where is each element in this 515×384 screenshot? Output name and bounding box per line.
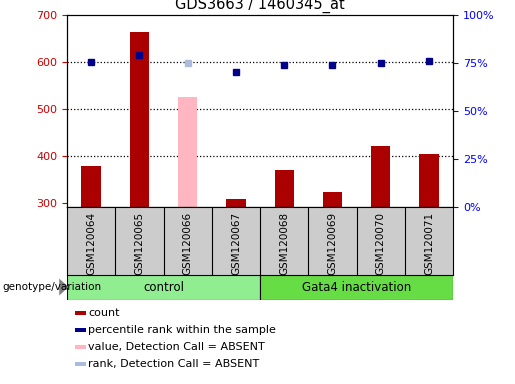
Text: count: count [88, 308, 119, 318]
Polygon shape [59, 279, 68, 296]
Bar [260, 275, 453, 300]
Text: GSM120067: GSM120067 [231, 212, 241, 275]
Bar [130, 32, 149, 207]
Bar [226, 199, 246, 207]
Text: GSM120071: GSM120071 [424, 212, 434, 275]
Bar [67, 275, 260, 300]
Text: percentile rank within the sample: percentile rank within the sample [88, 325, 276, 335]
Text: GSM120068: GSM120068 [279, 212, 289, 275]
Bar [178, 97, 197, 207]
Text: GSM120070: GSM120070 [376, 212, 386, 275]
Bar [371, 146, 390, 207]
Bar [81, 166, 101, 207]
Text: Gata4 inactivation: Gata4 inactivation [302, 281, 411, 293]
Bar [75, 345, 87, 349]
Bar [323, 192, 342, 207]
Bar [419, 154, 439, 207]
Text: GSM120069: GSM120069 [328, 212, 337, 275]
Bar [75, 362, 87, 366]
Text: GSM120066: GSM120066 [183, 212, 193, 275]
Bar [75, 311, 87, 315]
Text: genotype/variation: genotype/variation [3, 282, 101, 292]
Title: GDS3663 / 1460345_at: GDS3663 / 1460345_at [175, 0, 345, 13]
Text: GSM120065: GSM120065 [134, 212, 144, 275]
Text: GSM120064: GSM120064 [86, 212, 96, 275]
Text: control: control [143, 281, 184, 293]
Bar [75, 328, 87, 332]
Text: rank, Detection Call = ABSENT: rank, Detection Call = ABSENT [88, 359, 260, 369]
Text: value, Detection Call = ABSENT: value, Detection Call = ABSENT [88, 342, 265, 352]
Bar [274, 170, 294, 207]
